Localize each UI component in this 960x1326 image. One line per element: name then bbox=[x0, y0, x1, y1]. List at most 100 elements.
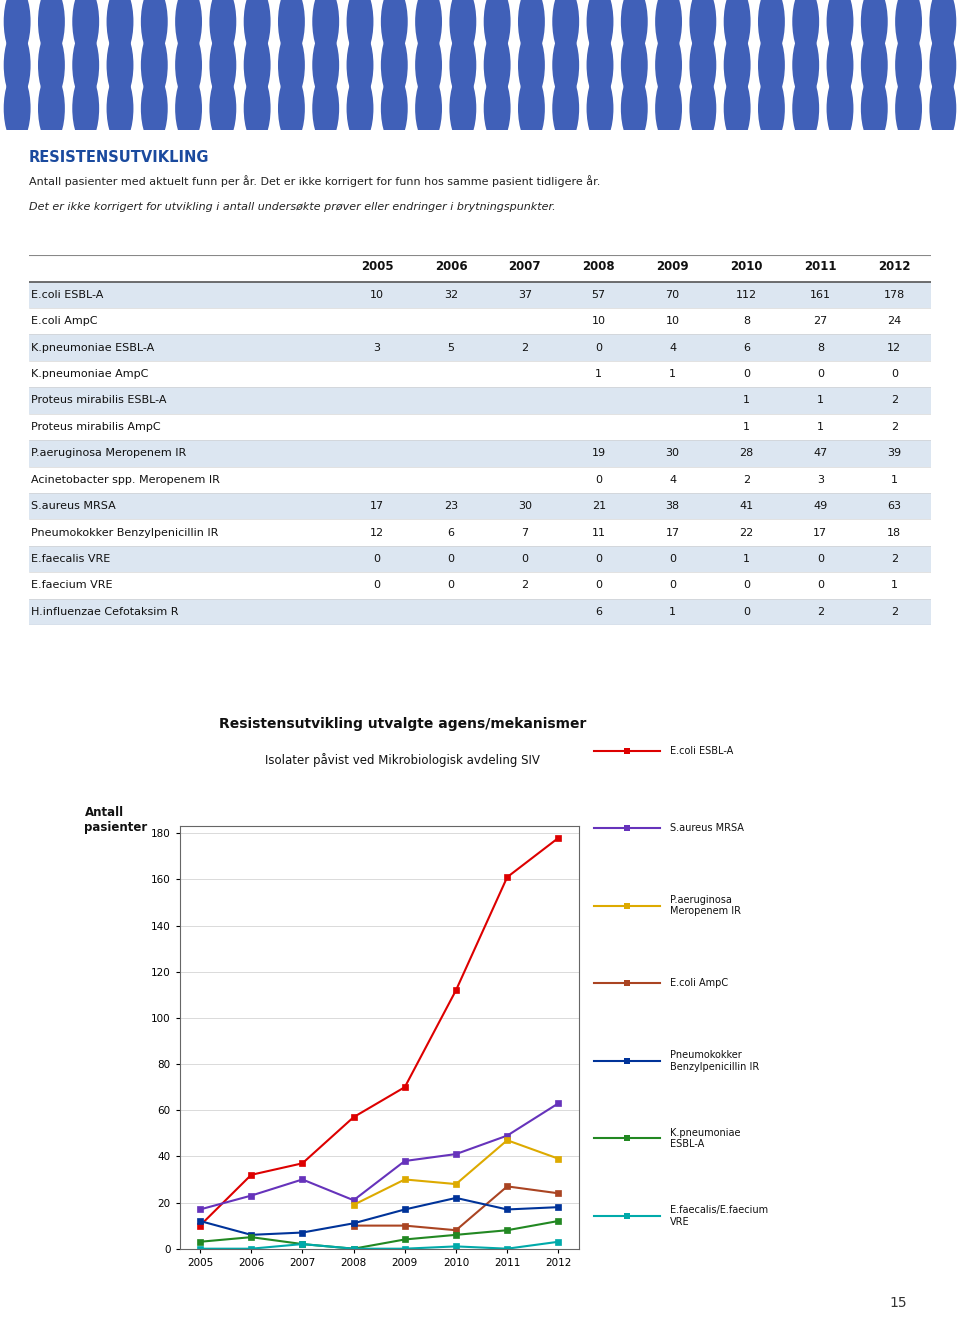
Text: 112: 112 bbox=[736, 290, 757, 300]
Ellipse shape bbox=[758, 73, 785, 145]
Text: 4: 4 bbox=[669, 342, 676, 353]
Text: Proteus mirabilis ESBL-A: Proteus mirabilis ESBL-A bbox=[31, 395, 166, 406]
Text: H.influenzae Cefotaksim R: H.influenzae Cefotaksim R bbox=[31, 607, 179, 617]
Ellipse shape bbox=[415, 0, 442, 57]
Ellipse shape bbox=[449, 0, 476, 57]
Ellipse shape bbox=[484, 73, 511, 145]
Bar bbox=[29, 493, 931, 520]
Ellipse shape bbox=[72, 73, 99, 145]
Ellipse shape bbox=[655, 73, 682, 145]
Ellipse shape bbox=[689, 29, 716, 101]
Text: 8: 8 bbox=[743, 317, 750, 326]
Text: 3: 3 bbox=[817, 475, 824, 485]
Text: 2010: 2010 bbox=[731, 260, 763, 273]
Text: 27: 27 bbox=[813, 317, 828, 326]
Ellipse shape bbox=[552, 29, 579, 101]
Text: 7: 7 bbox=[521, 528, 528, 537]
Text: 22: 22 bbox=[739, 528, 754, 537]
Ellipse shape bbox=[552, 73, 579, 145]
Text: 0: 0 bbox=[743, 369, 750, 379]
Text: 0: 0 bbox=[743, 607, 750, 617]
Text: 2: 2 bbox=[891, 422, 898, 432]
Ellipse shape bbox=[107, 0, 133, 57]
Ellipse shape bbox=[141, 73, 168, 145]
Ellipse shape bbox=[38, 73, 65, 145]
Text: RESISTENSUTVIKLING: RESISTENSUTVIKLING bbox=[29, 150, 209, 164]
Text: 17: 17 bbox=[370, 501, 384, 511]
Ellipse shape bbox=[278, 0, 305, 57]
Ellipse shape bbox=[175, 0, 202, 57]
Ellipse shape bbox=[621, 73, 648, 145]
Ellipse shape bbox=[175, 73, 202, 145]
Ellipse shape bbox=[518, 73, 545, 145]
Ellipse shape bbox=[621, 29, 648, 101]
Text: 2011: 2011 bbox=[804, 260, 836, 273]
Text: 2007: 2007 bbox=[509, 260, 541, 273]
Text: 12: 12 bbox=[887, 342, 901, 353]
Text: 0: 0 bbox=[595, 554, 602, 564]
Text: 57: 57 bbox=[591, 290, 606, 300]
Ellipse shape bbox=[72, 0, 99, 57]
Ellipse shape bbox=[689, 0, 716, 57]
Text: K.pneumoniae ESBL-A: K.pneumoniae ESBL-A bbox=[31, 342, 154, 353]
Ellipse shape bbox=[758, 29, 785, 101]
Text: E.coli AmpC: E.coli AmpC bbox=[670, 979, 728, 988]
Text: 11: 11 bbox=[591, 528, 606, 537]
Text: 21: 21 bbox=[591, 501, 606, 511]
Ellipse shape bbox=[655, 29, 682, 101]
Text: 17: 17 bbox=[813, 528, 828, 537]
Text: 49: 49 bbox=[813, 501, 828, 511]
Text: 2: 2 bbox=[521, 342, 528, 353]
Ellipse shape bbox=[792, 29, 819, 101]
Ellipse shape bbox=[518, 0, 545, 57]
Text: 70: 70 bbox=[665, 290, 680, 300]
Ellipse shape bbox=[415, 29, 442, 101]
Text: 2008: 2008 bbox=[583, 260, 615, 273]
Bar bbox=[29, 387, 931, 414]
Ellipse shape bbox=[689, 73, 716, 145]
Text: 1: 1 bbox=[891, 475, 898, 485]
Text: 0: 0 bbox=[669, 581, 676, 590]
Ellipse shape bbox=[587, 29, 613, 101]
Text: 2: 2 bbox=[743, 475, 750, 485]
Ellipse shape bbox=[381, 29, 408, 101]
Text: Isolater påvist ved Mikrobiologisk avdeling SIV: Isolater påvist ved Mikrobiologisk avdel… bbox=[265, 753, 540, 766]
Ellipse shape bbox=[347, 73, 373, 145]
Ellipse shape bbox=[244, 73, 271, 145]
Text: 0: 0 bbox=[743, 581, 750, 590]
Ellipse shape bbox=[4, 29, 31, 101]
Ellipse shape bbox=[175, 29, 202, 101]
Text: 2005: 2005 bbox=[361, 260, 394, 273]
Text: 0: 0 bbox=[817, 554, 824, 564]
Ellipse shape bbox=[724, 0, 751, 57]
Ellipse shape bbox=[484, 0, 511, 57]
Ellipse shape bbox=[141, 29, 168, 101]
Text: 0: 0 bbox=[669, 554, 676, 564]
Text: 19: 19 bbox=[591, 448, 606, 459]
Text: 178: 178 bbox=[883, 290, 905, 300]
Text: 3: 3 bbox=[373, 342, 380, 353]
Text: 1: 1 bbox=[669, 369, 676, 379]
Bar bbox=[29, 598, 931, 625]
Ellipse shape bbox=[72, 29, 99, 101]
Bar bbox=[29, 334, 931, 361]
Ellipse shape bbox=[621, 0, 648, 57]
Ellipse shape bbox=[209, 73, 236, 145]
Text: Resistensutvikling utvalgte agens/mekanismer: Resistensutvikling utvalgte agens/mekani… bbox=[219, 717, 586, 731]
Ellipse shape bbox=[415, 73, 442, 145]
Ellipse shape bbox=[827, 73, 853, 145]
Ellipse shape bbox=[209, 29, 236, 101]
Text: 1: 1 bbox=[817, 395, 824, 406]
Text: K.pneumoniae AmpC: K.pneumoniae AmpC bbox=[31, 369, 148, 379]
Ellipse shape bbox=[312, 0, 339, 57]
Text: 30: 30 bbox=[517, 501, 532, 511]
Text: P.aeruginosa Meropenem IR: P.aeruginosa Meropenem IR bbox=[31, 448, 186, 459]
Ellipse shape bbox=[587, 0, 613, 57]
Ellipse shape bbox=[792, 0, 819, 57]
Text: 15: 15 bbox=[890, 1296, 907, 1310]
Text: 1: 1 bbox=[743, 422, 750, 432]
Ellipse shape bbox=[861, 29, 888, 101]
Text: 47: 47 bbox=[813, 448, 828, 459]
Text: 1: 1 bbox=[817, 422, 824, 432]
Ellipse shape bbox=[278, 73, 305, 145]
